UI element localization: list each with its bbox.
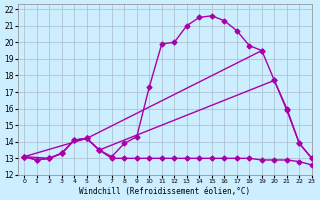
X-axis label: Windchill (Refroidissement éolien,°C): Windchill (Refroidissement éolien,°C) [79, 187, 251, 196]
